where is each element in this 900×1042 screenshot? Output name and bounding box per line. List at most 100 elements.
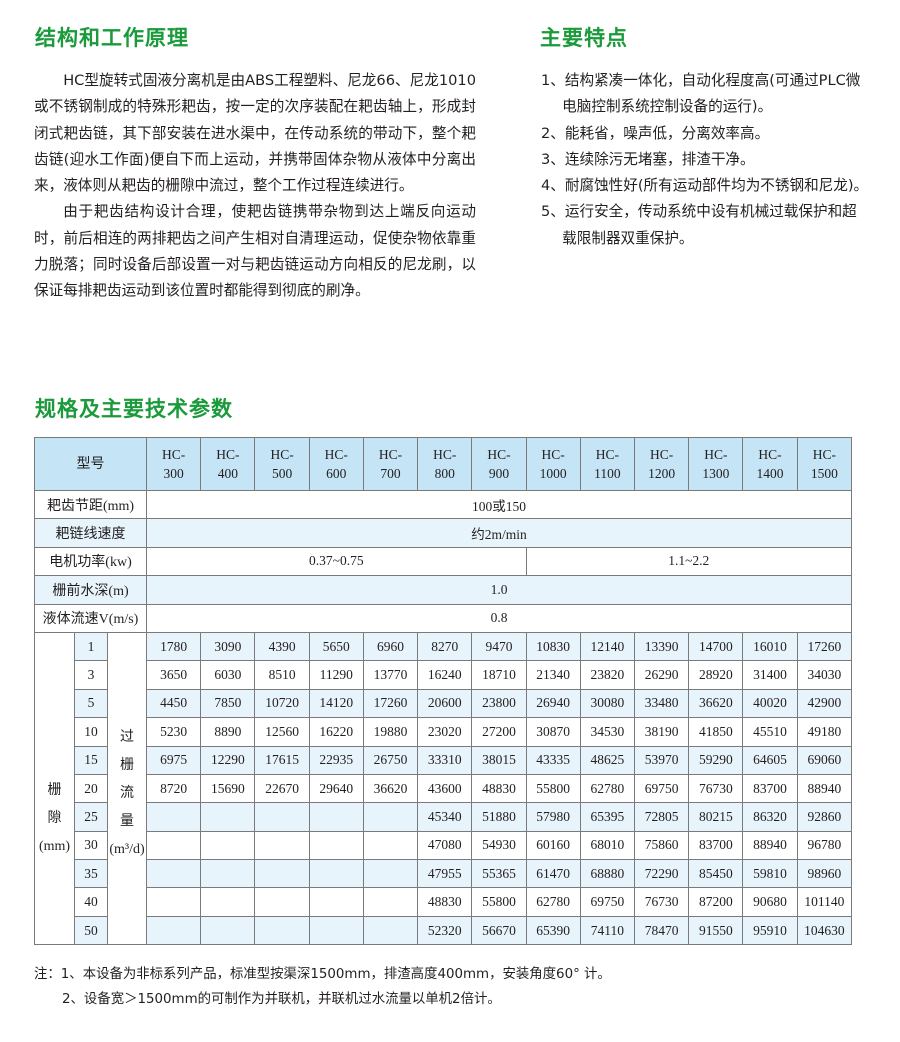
model-name-part: 600	[326, 466, 347, 481]
flow-value: 17260	[796, 631, 853, 662]
flow-value: 60160	[525, 830, 581, 861]
flow-value	[362, 915, 419, 946]
flow-value: 17615	[254, 745, 310, 775]
model-header: HC- 1100	[579, 437, 636, 491]
flow-value	[308, 915, 364, 946]
model-name-part: HC-	[433, 447, 457, 462]
flow-value: 48830	[471, 773, 527, 804]
model-name-part: 900	[488, 466, 510, 481]
gap-label-part: (mm)	[38, 838, 71, 854]
flow-value: 13390	[633, 631, 690, 662]
flow-value: 62780	[579, 773, 636, 804]
flow-value: 4390	[254, 631, 310, 662]
principle-paragraph: HC型旋转式固液分离机是由ABS工程塑料、尼龙66、尼龙1010或不锈钢制成的特…	[34, 72, 476, 195]
flow-value: 59810	[742, 859, 798, 889]
flow-value: 6975	[146, 745, 202, 775]
model-name-part: HC-	[649, 447, 674, 462]
param-row: 电机功率(kw) 0.37~0.75 1.1~2.2	[33, 546, 853, 577]
flow-row: 20 8720 15690 22670 29640 36620 43600 48830 5580…	[35, 773, 853, 804]
flow-value: 83700	[742, 773, 798, 804]
model-name-part: 300	[163, 466, 184, 481]
gap-value: 10	[74, 717, 108, 747]
model-name-part: 1200	[648, 466, 676, 481]
flow-value: 22935	[308, 745, 364, 775]
flow-label-part: 栅	[120, 757, 135, 773]
flow-value: 40020	[742, 688, 798, 719]
flow-value	[146, 887, 202, 917]
flow-value: 45340	[417, 802, 473, 832]
flow-row: 栅隙 (mm) 1 过栅流量 (m³/d) 1780 3090 4390 5650 6960 827…	[34, 631, 853, 946]
flow-value: 42900	[796, 688, 853, 719]
flow-value: 33310	[417, 745, 473, 775]
flow-value	[254, 830, 310, 861]
features-title: 主要特点	[540, 26, 628, 50]
gap-value: 5	[74, 688, 108, 719]
specs-title: 规格及主要技术参数	[35, 397, 233, 421]
gap-label: 栅隙 (mm)	[34, 631, 75, 946]
flow-value	[254, 887, 310, 917]
flow-row: 5 4450 7850 10720 14120 17260 20600 23800 26940 3…	[35, 688, 853, 719]
flow-value	[362, 859, 419, 889]
gap-label-part: 隙	[47, 810, 62, 826]
flow-value	[200, 802, 256, 832]
flow-value: 7850	[200, 688, 256, 719]
flow-value: 34530	[579, 717, 636, 747]
model-name-part: 1500	[810, 466, 838, 481]
flow-value: 61470	[525, 859, 581, 889]
flow-value: 65395	[579, 802, 636, 832]
flow-value: 5230	[146, 717, 202, 747]
flow-value: 29640	[308, 773, 364, 804]
model-name-part: HC-	[324, 447, 348, 462]
flow-value: 88940	[742, 830, 798, 861]
flow-value: 14700	[688, 631, 744, 662]
model-header: HC- 300	[146, 437, 202, 491]
flow-value: 16010	[742, 631, 798, 662]
flow-value	[254, 915, 310, 946]
flow-row: 50 52320 56670 65390 74110 78470 91550 95910 104…	[35, 915, 853, 946]
flow-value: 28920	[688, 660, 744, 690]
flow-value: 12140	[579, 631, 636, 662]
flow-value: 55800	[471, 887, 527, 917]
flow-value: 12290	[200, 745, 256, 775]
flow-value: 91550	[688, 915, 744, 946]
flow-label: 过栅流量 (m³/d)	[106, 631, 148, 946]
flow-value: 27200	[471, 717, 527, 747]
gap-value: 30	[74, 830, 108, 861]
model-name-part: HC-	[704, 447, 728, 462]
model-header: HC- 400	[200, 437, 256, 491]
gap-value: 35	[74, 859, 108, 889]
flow-value: 92860	[796, 802, 853, 832]
flow-row: 30 47080 54930 60160 68010 75860 83700 88940 967…	[35, 830, 853, 861]
flow-value: 16220	[308, 717, 364, 747]
model-header: HC- 600	[308, 437, 364, 491]
flow-value: 69060	[796, 745, 853, 775]
param-label: 栅前水深(m)	[33, 575, 148, 605]
flow-value	[362, 830, 419, 861]
flow-value: 55365	[471, 859, 527, 889]
flow-value: 26940	[525, 688, 581, 719]
model-label: 型号	[33, 437, 148, 491]
flow-value: 11290	[308, 660, 364, 690]
gap-value: 15	[74, 745, 108, 775]
flow-value: 17260	[362, 688, 419, 719]
flow-value	[146, 830, 202, 861]
model-name-part: HC-	[216, 447, 240, 462]
flow-value: 49180	[796, 717, 853, 747]
flow-value: 64605	[742, 745, 798, 775]
flow-value: 3650	[146, 660, 202, 690]
param-value: 约2m/min	[146, 518, 852, 548]
flow-value: 95910	[742, 915, 798, 946]
principle-paragraph: 由于耙齿结构设计合理，使耙齿链携带杂物到达上端反向运动时，前后相连的两排耙齿之间…	[34, 203, 476, 300]
flow-value: 65390	[525, 915, 581, 946]
model-name-part: 400	[217, 466, 238, 481]
flow-value: 56670	[471, 915, 527, 946]
model-header: HC- 800	[417, 437, 473, 491]
param-row: 耙链线速度 约2m/min	[33, 518, 852, 548]
flow-value: 76730	[688, 773, 744, 804]
flow-value: 1780	[146, 631, 202, 662]
flow-value	[308, 859, 364, 889]
flow-value: 15690	[200, 773, 256, 804]
model-name-part: 1300	[702, 466, 730, 481]
flow-value: 75860	[633, 830, 690, 861]
flow-value: 72290	[633, 859, 690, 889]
